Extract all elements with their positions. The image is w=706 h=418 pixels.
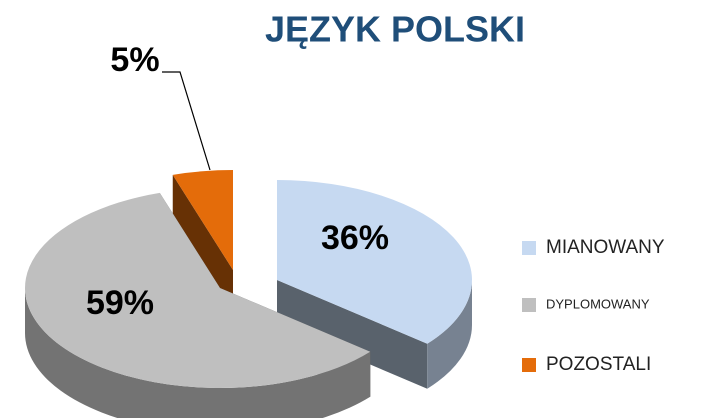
slice (25, 192, 371, 418)
slice-side (277, 280, 428, 389)
legend-label: DYPLOMOWANY (546, 296, 650, 311)
slice-side (427, 280, 472, 389)
slice (277, 180, 472, 389)
legend-swatch (522, 298, 536, 312)
slice-top (277, 180, 472, 344)
leader-line (162, 71, 211, 171)
data-label: 59% (86, 284, 154, 322)
data-label: 36% (321, 219, 389, 257)
data-label: 5% (110, 41, 159, 79)
legend-label: POZOSTALI (546, 354, 651, 375)
legend-swatch (522, 358, 536, 372)
chart-title: JĘZYK POLSKI (265, 9, 525, 50)
slice (172, 170, 233, 315)
slice-top (25, 192, 371, 388)
legend-label: MIANOWANY (546, 237, 665, 258)
legend-swatch (522, 241, 536, 255)
slice-top (172, 170, 233, 270)
slice-side (172, 174, 233, 315)
slice-side (25, 288, 371, 418)
